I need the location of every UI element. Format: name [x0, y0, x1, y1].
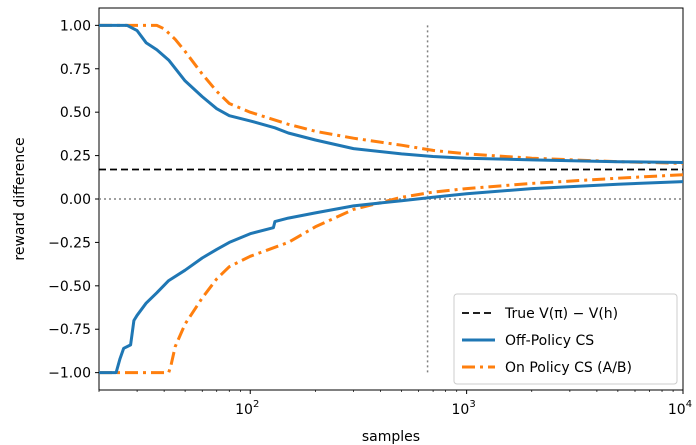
- y-tick-label: −1.00: [48, 366, 91, 382]
- legend-box: [453, 293, 678, 385]
- y-tick-label: −0.25: [48, 235, 91, 251]
- legend-label-off-policy: Off-Policy CS: [505, 333, 594, 349]
- y-tick-label: 0.75: [60, 62, 91, 78]
- x-axis: 102 103 104: [98, 390, 692, 418]
- x-axis-label: samples: [362, 429, 420, 445]
- off-lower-bound-line: [99, 180, 684, 375]
- y-tick-label: −0.50: [48, 279, 91, 295]
- y-axis: −1.00 −0.75 −0.50 −0.25 0.00 0.25 0.50 0.75 1.00: [48, 18, 99, 382]
- x-tick-label: 103: [452, 399, 476, 418]
- series-layer: [99, 23, 684, 375]
- legend: True V(π) − V(h) Off-Policy CS On Policy…: [453, 293, 678, 385]
- y-tick-label: 0.50: [60, 105, 91, 121]
- on-lower-bound-line: [99, 173, 684, 375]
- plot-area: [98, 7, 684, 391]
- off-upper-bound-line: [99, 23, 684, 164]
- y-tick-label: 0.00: [60, 192, 91, 208]
- y-tick-label: −0.75: [48, 322, 91, 338]
- y-axis-label: reward difference: [12, 137, 28, 260]
- legend-label-on-policy: On Policy CS (A/B): [505, 360, 632, 376]
- x-tick-label: 102: [235, 399, 259, 418]
- x-tick-label: 104: [668, 399, 692, 418]
- y-tick-label: 0.25: [60, 149, 91, 165]
- legend-label-true: True V(π) − V(h): [504, 306, 618, 322]
- y-tick-label: 1.00: [60, 18, 91, 34]
- on-upper-bound-line: [99, 23, 684, 165]
